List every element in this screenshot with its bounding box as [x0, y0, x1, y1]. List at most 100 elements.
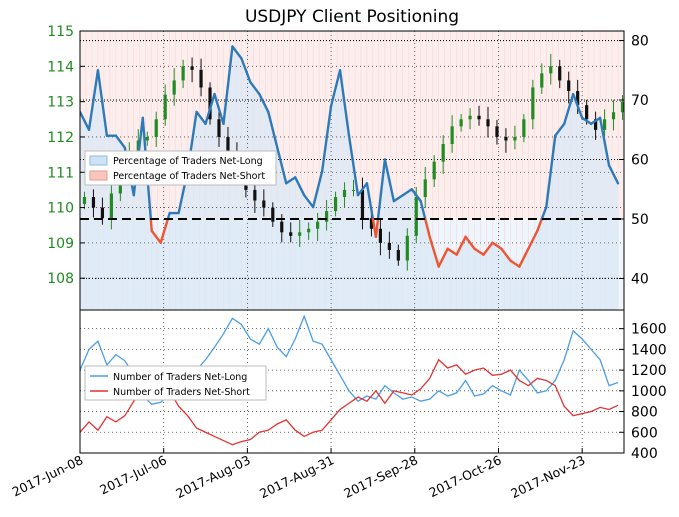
bottom-legend: Number of Traders Net-Long Number of Tra… — [84, 365, 267, 401]
candle-body — [414, 196, 418, 236]
candle-body — [513, 136, 517, 141]
pct-line-segment — [285, 176, 297, 185]
right-axis-label: 80 — [631, 34, 649, 50]
candle-body — [100, 207, 105, 219]
pct-line-segment — [267, 110, 279, 149]
candle-body — [298, 232, 302, 236]
candle-body — [540, 73, 544, 88]
candle-body — [217, 119, 221, 137]
chart-title: USDJPY Client Positioning — [245, 7, 459, 27]
top-legend: Percentage of Traders Net-Long Percentag… — [84, 150, 277, 186]
legend-net-short-label: Percentage of Traders Net-Short — [113, 171, 265, 182]
pct-line-segment — [424, 217, 431, 239]
pct-line-segment — [302, 193, 315, 209]
pct-line-segment — [383, 158, 396, 203]
pct-line-segment — [159, 217, 170, 244]
right-axis-label: 40 — [631, 271, 649, 287]
left-axis-label: 115 — [47, 24, 74, 40]
pct-line-segment — [356, 182, 369, 197]
left-axis-label: 110 — [47, 201, 74, 217]
candle-body — [154, 119, 158, 137]
candle-body — [504, 136, 508, 141]
pct-line-segment — [491, 241, 503, 250]
bottom-right-axis-label: 1600 — [631, 322, 667, 338]
pct-line-segment — [607, 164, 620, 185]
candle-body — [611, 112, 616, 120]
candle-body — [145, 136, 149, 141]
bottom-legend-box — [84, 365, 267, 401]
pct-line-segment — [294, 176, 306, 197]
x-axis-label: 2017-Sep-28 — [341, 452, 420, 501]
top-panel: 108 109 110 111 112 113 114 115 40 50 60 70 80 Perc… — [47, 24, 649, 311]
pct-line-segment — [87, 69, 100, 131]
bottom-right-axis-label: 1000 — [631, 384, 667, 400]
candle-body — [459, 119, 463, 127]
pct-line-segment — [213, 92, 225, 126]
candle-body — [136, 140, 140, 152]
candle-body — [280, 221, 284, 233]
pct-line-segment — [347, 134, 360, 197]
candle-body — [432, 161, 436, 180]
left-axis-label: 111 — [47, 165, 74, 181]
pct-line-segment — [545, 134, 557, 209]
pct-line-segment — [249, 80, 261, 96]
candle-body — [450, 126, 454, 145]
x-axis-label: 2017-Oct-26 — [426, 452, 503, 500]
bottom-panel-frame — [79, 309, 625, 454]
pct-line-segment — [392, 193, 405, 203]
bottom-right-axis-label: 400 — [631, 446, 658, 462]
legend-net-long-swatch — [89, 155, 108, 166]
pct-line-segment — [204, 92, 216, 126]
candle-body — [342, 189, 347, 197]
candle-body — [91, 196, 96, 208]
candle-body — [594, 119, 598, 130]
pct-line-segment — [428, 235, 440, 268]
pct-line-segment — [473, 247, 485, 256]
right-axis-label: 60 — [631, 152, 649, 168]
left-axis-label: 114 — [47, 59, 74, 75]
bottom-right-axis-label: 1200 — [631, 363, 667, 379]
pct-line-segment — [410, 188, 422, 203]
top-legend-box — [84, 150, 277, 186]
candle-body — [558, 66, 562, 81]
candle-body — [387, 242, 391, 250]
candle-body — [567, 80, 571, 92]
candle-body — [181, 66, 185, 81]
x-axis-label: 2017-Aug-31 — [257, 452, 336, 501]
candle-body — [289, 232, 293, 236]
bottom-right-axis-label: 800 — [631, 405, 658, 421]
candle-body — [324, 211, 329, 222]
candle-body — [190, 66, 194, 70]
pct-line-segment — [150, 229, 162, 244]
candle-body — [360, 189, 365, 219]
candle-body — [316, 221, 320, 229]
pct-line-segment — [374, 217, 380, 239]
pct-line-segment — [114, 134, 127, 149]
pct-line-segment — [589, 116, 602, 126]
pct-line-segment — [554, 122, 566, 137]
pct-line-segment — [518, 247, 530, 268]
candle-body — [208, 87, 212, 120]
pct-line-segment — [365, 182, 375, 221]
x-axis-label: 2017-Jun-08 — [10, 452, 86, 499]
candle-body — [333, 196, 338, 212]
pct-line-segment — [401, 188, 413, 197]
pct-line-segment — [580, 116, 593, 126]
pct-line-segment — [482, 241, 494, 256]
pct-line-segment — [80, 110, 91, 131]
pct-line-segment — [455, 235, 467, 256]
candle-body — [253, 189, 257, 201]
pct-line-segment — [320, 104, 333, 173]
candle-body — [441, 144, 445, 162]
legend-net-long-label: Percentage of Traders Net-Long — [113, 156, 263, 167]
candle-body — [477, 115, 481, 120]
candle-body — [531, 87, 535, 120]
pct-line-segment — [231, 45, 243, 60]
candle-body — [163, 94, 167, 120]
candle-body — [351, 189, 356, 191]
candle-body — [226, 136, 230, 155]
pct-line-segment — [222, 45, 234, 126]
pct-line-segment — [509, 259, 521, 268]
